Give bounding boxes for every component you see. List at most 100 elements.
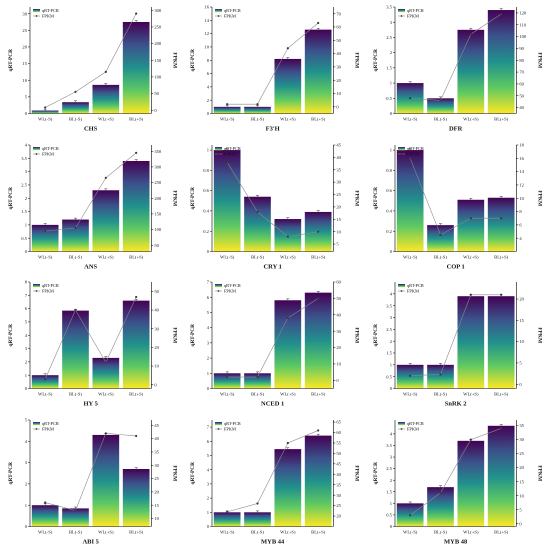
fpkm-point <box>469 293 472 296</box>
x-tick-label: BL(+S) <box>494 529 509 534</box>
y2-tick-label: 10 <box>154 364 159 369</box>
y2-axis-label: FPKM <box>171 465 177 481</box>
y-tick-label: 0.5 <box>386 512 392 517</box>
fpkm-point <box>256 375 259 379</box>
y-tick-label: 8 <box>207 58 210 63</box>
y-tick-label: 0 <box>207 249 210 254</box>
fpkm-point <box>74 508 77 512</box>
qrt-pcr-bar <box>274 300 302 389</box>
x-tick-label: BL(-S) <box>434 254 447 259</box>
fpkm-line <box>227 429 319 512</box>
y2-tick-label: 14 <box>519 169 524 174</box>
chart-title: ANS <box>84 263 97 270</box>
chart-title: MYB 48 <box>444 538 468 545</box>
legend-swatch-bar <box>32 421 40 425</box>
x-tick-label: WL(-S) <box>220 391 235 396</box>
y2-tick-label: 150 <box>154 58 162 63</box>
legend-label: qRT-PCR <box>42 421 59 426</box>
y2-axis-label: FPKM <box>354 190 360 206</box>
legend-label: FPKM <box>224 426 236 431</box>
fpkm-point <box>44 229 47 232</box>
fpkm-point <box>44 378 47 381</box>
y2-tick-label: 18 <box>519 142 524 147</box>
y2-tick-label: 50 <box>337 296 342 301</box>
fpkm-point <box>287 235 290 238</box>
qrt-pcr-bar <box>62 507 89 526</box>
chart-panel: 0 2 4 6 8 10 12 14 16 0 10 20 30 40 50 60 70 WL(-S) BL(-S)… <box>190 5 360 133</box>
y-tick-label: 2 <box>207 356 210 361</box>
qrt-pcr-bar <box>62 219 89 251</box>
y2-tick-label: 0 <box>337 378 340 383</box>
chart-panel: 0 1 2 3 4 5 6 7 0 10 20 30 40 50 60 WL(-S) BL(-S) WL(+S) B… <box>190 280 359 408</box>
y-tick-label: 14 <box>205 18 210 23</box>
qrt-pcr-bar <box>31 504 59 526</box>
y-axis-label: qRT-PCR <box>190 324 196 347</box>
y-tick-label: 3 <box>207 340 210 345</box>
fpkm-line <box>45 152 137 231</box>
legend-label: qRT-PCR <box>407 146 424 151</box>
legend-label: qRT-PCR <box>224 146 241 151</box>
y-tick-label: 3 <box>389 315 392 320</box>
legend-label: FPKM <box>407 426 419 431</box>
fpkm-point <box>317 297 320 300</box>
fpkm-point <box>256 103 259 106</box>
y-axis-label: qRT-PCR <box>190 186 196 209</box>
y2-tick-label: 50 <box>154 91 159 96</box>
y2-axis-label: FPKM <box>536 327 542 343</box>
y-tick-label: 4 <box>207 467 210 472</box>
x-tick-label: WL(+S) <box>463 391 479 396</box>
y2-axis-label: FPKM <box>354 52 360 68</box>
y-tick-label: 7 <box>207 280 210 285</box>
x-tick-label: BL(-S) <box>434 391 447 396</box>
chart-panel: 0 1 2 3 4 5 6 7 8 0 10 20 30 40 50 WL(-S) BL(-S) WL(+S) BL… <box>8 280 177 408</box>
qrt-pcr-bar <box>457 199 484 251</box>
y-tick-label: 0.5 <box>21 235 27 240</box>
y2-tick-label: 15 <box>519 479 524 484</box>
y2-tick-label: 70 <box>337 11 342 16</box>
y2-tick-label: 30 <box>337 179 342 184</box>
y-tick-label: 1.5 <box>386 65 392 70</box>
x-tick-label: BL(+S) <box>129 529 144 534</box>
qrt-pcr-bar <box>214 373 241 389</box>
x-tick-label: BL(-S) <box>251 254 264 259</box>
chart-title: DFR <box>449 125 463 132</box>
fpkm-point <box>408 156 411 159</box>
y2-tick-label: 110 <box>519 22 526 27</box>
legend-label: qRT-PCR <box>224 283 241 288</box>
y-tick-label: 1.5 <box>386 489 392 494</box>
y-tick-label: 3 <box>25 346 28 351</box>
qrt-pcr-bar <box>214 106 241 114</box>
y2-tick-label: 40 <box>337 51 342 56</box>
y2-tick-label: 100 <box>519 34 527 39</box>
x-tick-label: WL(+S) <box>98 529 114 534</box>
y-tick-label: 25 <box>22 28 27 33</box>
qrt-pcr-bar <box>31 110 59 114</box>
fpkm-point <box>439 99 442 102</box>
legend-swatch-point <box>217 427 220 430</box>
x-tick-label: BL(-S) <box>434 116 447 121</box>
fpkm-point <box>135 295 138 299</box>
fpkm-point <box>287 316 290 320</box>
legend-label: FPKM <box>224 151 236 156</box>
fpkm-point <box>317 21 320 25</box>
fpkm-line <box>409 157 501 235</box>
y2-tick-label: 200 <box>154 195 162 200</box>
qrt-pcr-bar <box>122 468 150 526</box>
y2-tick-label: 10 <box>337 362 342 367</box>
x-tick-label: WL(-S) <box>403 254 418 259</box>
x-tick-label: WL(-S) <box>38 391 53 396</box>
fpkm-point <box>256 501 259 505</box>
y2-tick-label: 250 <box>154 25 162 30</box>
qrt-pcr-bar <box>92 434 120 526</box>
qrt-pcr-bar <box>396 149 424 251</box>
y2-tick-label: 15 <box>519 318 524 323</box>
x-tick-label: WL(+S) <box>281 529 297 534</box>
x-tick-label: WL(+S) <box>281 391 297 396</box>
chart-title: HY 5 <box>83 400 97 407</box>
y-tick-label: 12 <box>205 31 210 36</box>
y2-tick-label: 35 <box>337 482 342 487</box>
y-tick-label: 1 <box>389 81 392 86</box>
qrt-pcr-bar <box>305 29 332 114</box>
y-tick-label: 6 <box>207 438 210 443</box>
